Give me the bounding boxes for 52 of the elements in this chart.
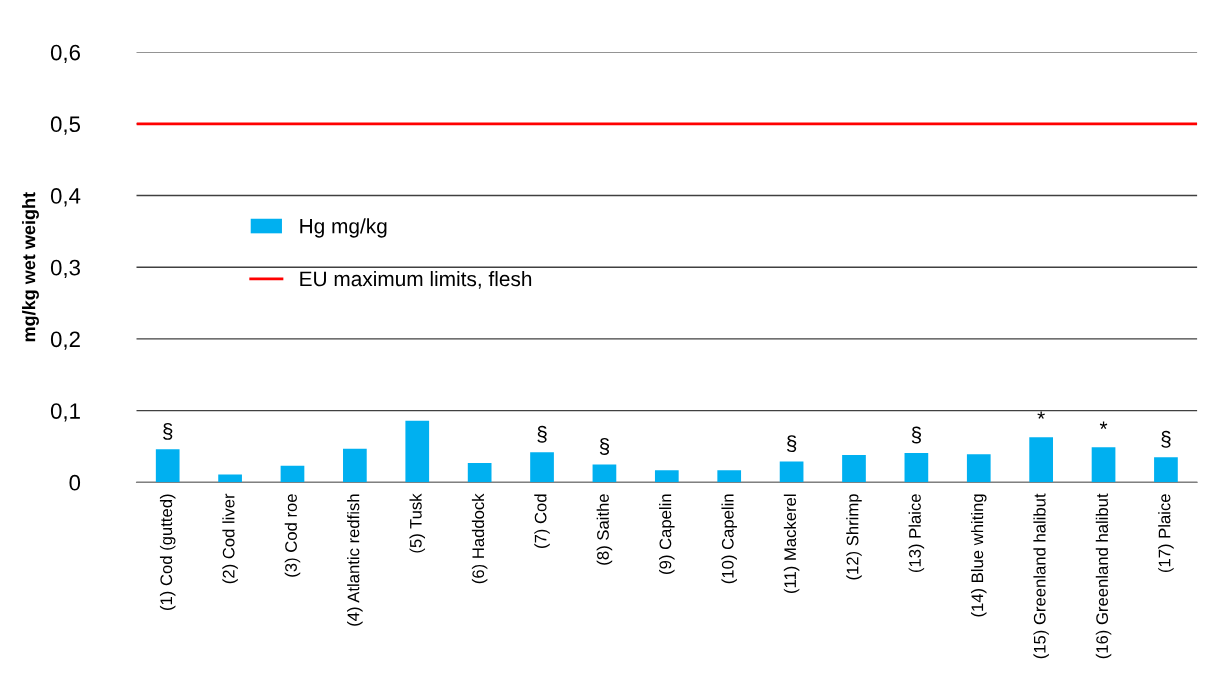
bar — [218, 474, 242, 483]
x-tick-label: (2) Cod liver — [222, 493, 238, 584]
x-tick-label: (4) Atlantic redfish — [347, 494, 363, 626]
bar — [1154, 457, 1178, 483]
bar — [842, 455, 866, 483]
bar — [904, 452, 929, 483]
x-tick-label: (12) Shrimp — [846, 494, 862, 580]
bar — [405, 420, 430, 483]
y-axis-title: mg/kg wet weight — [22, 192, 39, 342]
bar — [155, 449, 180, 483]
bar — [530, 452, 554, 483]
bar — [779, 461, 804, 483]
bar — [467, 462, 492, 483]
x-tick-label: (13) Plaice — [908, 494, 925, 573]
y-tick-label: 0,5 — [50, 116, 81, 135]
y-tick-label: 0,4 — [50, 188, 81, 207]
y-tick-label: 0,2 — [50, 331, 80, 350]
x-tick-label: (8) Saithe — [596, 494, 613, 565]
x-tick-label: (5) Tusk — [409, 493, 426, 553]
x-tick-label: (11) Mackerel — [783, 494, 800, 594]
bar — [717, 470, 742, 483]
bar — [592, 464, 617, 483]
annotation: § — [163, 422, 173, 440]
bar — [1091, 447, 1116, 483]
x-tick-label: (9) Capelin — [659, 494, 675, 574]
bar — [1029, 437, 1054, 483]
bar — [280, 465, 305, 483]
y-tick-label: 0,1 — [50, 403, 80, 422]
annotation: § — [1161, 430, 1171, 448]
x-tick-label: (1) Cod (gutted) — [159, 494, 176, 611]
y-tick-label: 0,3 — [50, 259, 80, 279]
x-tick-label: (10) Capelin — [721, 494, 737, 584]
annotation: § — [786, 435, 797, 453]
x-tick-label: (15) Greenland halibut — [1033, 493, 1049, 659]
x-tick-label: (7) Cod — [534, 494, 550, 548]
bar — [343, 448, 367, 483]
annotation: § — [537, 425, 547, 443]
y-tick-label: 0 — [69, 474, 81, 491]
bar — [654, 470, 679, 483]
bar — [966, 454, 991, 483]
annotation: § — [911, 426, 921, 444]
annotation: § — [599, 438, 610, 455]
x-tick-label: (3) Cod roe — [284, 494, 301, 577]
x-tick-label: (14) Blue whiting — [971, 494, 987, 617]
annotation: * — [1037, 411, 1045, 419]
annotation: * — [1099, 421, 1108, 429]
legend-label: Hg mg/kg — [300, 218, 387, 238]
y-tick-label: 0,6 — [50, 44, 80, 64]
x-tick-label: (6) Haddock — [471, 493, 488, 584]
x-tick-label: (16) Greenland halibut — [1095, 493, 1112, 659]
x-tick-label: (17) Plaice — [1158, 494, 1174, 573]
legend-label: EU maximum limits, flesh — [300, 270, 532, 289]
